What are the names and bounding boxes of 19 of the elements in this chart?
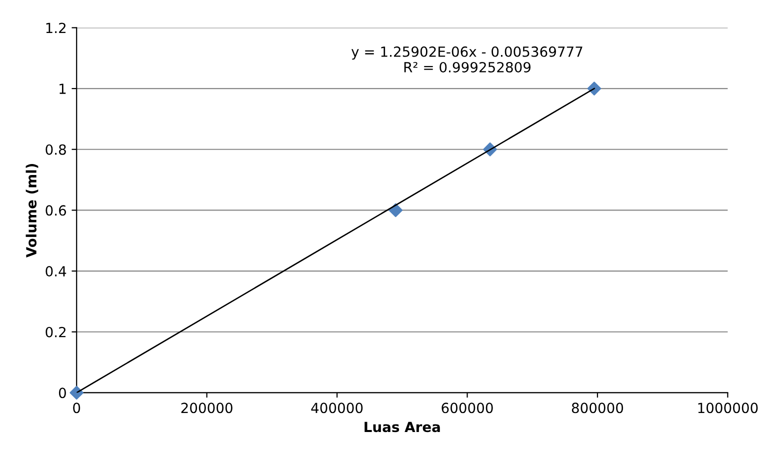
y-tick-label: 1 — [60, 84, 66, 94]
y-axis-title: Volume (ml) — [26, 164, 38, 258]
annotation: y = 1.25902E-06x - 0.005369777 R² = 0.999252809 — [351, 46, 582, 72]
point — [388, 203, 403, 218]
y-tick-label: 0 — [58, 388, 66, 398]
x-tick-label: 1000000 — [698, 402, 758, 414]
x-tick-label: 800000 — [572, 402, 624, 414]
y-tick-label: 1.2 — [46, 22, 66, 33]
x-tick-label: 200000 — [181, 402, 232, 414]
x-tick-label: 0 — [73, 402, 80, 414]
x-axis-title: Luas Area — [364, 422, 440, 432]
point — [70, 386, 84, 400]
y-tick-label: 0.4 — [46, 266, 66, 277]
y-tick-label: 0.8 — [46, 144, 66, 155]
y-tick-label: 0.6 — [46, 205, 66, 216]
point — [587, 82, 602, 96]
x-tick-label: 400000 — [311, 402, 363, 414]
y-tick-label: 0.2 — [46, 326, 66, 338]
x-tick-label: 600000 — [442, 402, 493, 414]
